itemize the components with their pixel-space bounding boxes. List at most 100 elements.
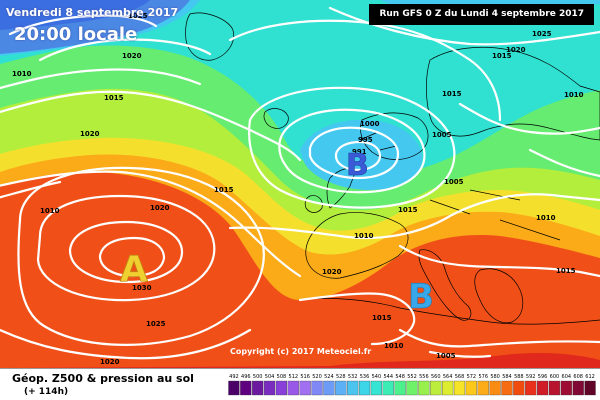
- isobar-label: 1010: [12, 70, 32, 78]
- legend-value-label: 520: [312, 374, 322, 380]
- weather-map: 1020 1025 1010 1015 1015 1010 1020 1030 …: [0, 0, 600, 368]
- legend-value-label: 540: [372, 374, 382, 380]
- legend-color-swatch: [240, 380, 252, 396]
- legend-color-swatch: [560, 380, 572, 396]
- copyright-notice: Copyright (c) 2017 Meteociel.fr: [230, 347, 372, 356]
- legend-value-label: 584: [502, 374, 512, 380]
- coastlines: [185, 12, 600, 325]
- legend-color-swatch: [406, 380, 418, 396]
- legend-color-swatch: [465, 380, 477, 396]
- isobar-label: 1020: [122, 52, 142, 60]
- legend-value-label: 596: [538, 374, 548, 380]
- legend-value-label: 564: [443, 374, 453, 380]
- isobar-label: 1005: [432, 131, 452, 139]
- isobar-label: 1000: [360, 120, 380, 128]
- legend-color-swatch: [275, 380, 287, 396]
- isobar-labels: 1020 1025 1010 1015 1015 1010 1020 1030 …: [12, 12, 584, 366]
- legend-value-label: 536: [360, 374, 370, 380]
- legend-color-swatch: [370, 380, 382, 396]
- legend-value-label: 508: [277, 374, 287, 380]
- legend-color-swatch: [572, 380, 584, 396]
- legend-value-label: 548: [395, 374, 405, 380]
- legend-value-label: 608: [573, 374, 583, 380]
- isobar-label: 1025: [146, 320, 166, 328]
- forecast-date: Vendredi 8 septembre 2017: [6, 6, 179, 19]
- low-pressure-center-north: B: [346, 148, 369, 183]
- isobar-label: 1015: [442, 90, 462, 98]
- legend-color-swatch: [430, 380, 442, 396]
- legend-value-label: 580: [490, 374, 500, 380]
- isobar-label: 1010: [384, 342, 404, 350]
- legend-color-swatch: [394, 380, 406, 396]
- band-blue-top: [0, 0, 150, 30]
- legend-value-label: 568: [455, 374, 465, 380]
- forecast-time: 20:00 locale: [14, 24, 138, 45]
- isobar-label: 991: [352, 148, 367, 156]
- model-run-label: Run GFS 0 Z du Lundi 4 septembre 2017: [369, 4, 594, 25]
- isobar-label: 1015: [556, 267, 576, 275]
- legend-value-label: 600: [550, 374, 560, 380]
- legend-value-label: 504: [265, 374, 275, 380]
- legend-value-label: 500: [253, 374, 263, 380]
- legend-value-label: 588: [514, 374, 524, 380]
- isobar-label: 1010: [536, 214, 556, 222]
- legend-value-label: 532: [348, 374, 358, 380]
- legend-color-swatch: [584, 380, 596, 396]
- legend-color-swatch: [358, 380, 371, 396]
- legend-value-label: 492: [229, 374, 239, 380]
- legend-value-label: 592: [526, 374, 536, 380]
- legend-value-label: 516: [300, 374, 310, 380]
- isobar-label: 1005: [444, 178, 464, 186]
- legend-value-label: 612: [585, 374, 595, 380]
- legend-color-swatch: [263, 380, 276, 396]
- isobar-label: 1015: [214, 186, 234, 194]
- legend-value-label: 552: [407, 374, 417, 380]
- map-title: Géop. Z500 & pression au sol: [12, 372, 194, 385]
- isobar-label: 1025: [532, 30, 552, 38]
- legend-color-swatch: [536, 380, 549, 396]
- legend-value-label: 524: [324, 374, 334, 380]
- isobar-label: 1030: [132, 284, 152, 292]
- isobar-label: 1020: [100, 358, 120, 366]
- color-scale-legend: 492 496 500 504 508 512 516 520 524 528 532 536 540 5…: [228, 374, 596, 396]
- isobar-label: 995: [358, 136, 373, 144]
- isobar-label: 1025: [128, 12, 148, 20]
- band-teal: [0, 0, 600, 177]
- isobar-label: 1005: [436, 352, 456, 360]
- legend-color-swatch: [347, 380, 359, 396]
- legend-color-swatch: [287, 380, 299, 396]
- legend-color-swatch: [477, 380, 489, 396]
- legend-value-label: 560: [431, 374, 441, 380]
- legend-color-swatch: [489, 380, 501, 396]
- legend-value-label: 556: [419, 374, 429, 380]
- isobar-label: 1020: [150, 204, 170, 212]
- legend-value-label: 544: [383, 374, 393, 380]
- isobar-label: 1010: [354, 232, 374, 240]
- legend-color-swatch: [228, 380, 240, 396]
- map-footer: Géop. Z500 & pression au sol (+ 114h) 49…: [0, 368, 600, 400]
- legend-value-label: 604: [562, 374, 572, 380]
- legend-value-label: 572: [467, 374, 477, 380]
- legend-color-swatch: [335, 380, 347, 396]
- legend-value-label: 512: [289, 374, 299, 380]
- legend-color-swatch: [323, 380, 335, 396]
- legend-color-swatch: [453, 380, 466, 396]
- legend-color-swatch: [299, 380, 311, 396]
- legend-color-swatch: [311, 380, 323, 396]
- legend-color-swatch: [501, 380, 513, 396]
- legend-value-label: 576: [478, 374, 488, 380]
- legend-value-label: 496: [241, 374, 251, 380]
- isobar-label: 1015: [372, 314, 392, 322]
- isobar-label: 1020: [322, 268, 342, 276]
- low-pressure-center-south: B: [408, 277, 434, 317]
- legend-color-swatch: [525, 380, 537, 396]
- isobar-label: 1015: [492, 52, 512, 60]
- isobar-label: 1015: [104, 94, 124, 102]
- isobar-label: 1015: [398, 206, 418, 214]
- high-pressure-center: A: [120, 249, 148, 290]
- forecast-lead-time: (+ 114h): [24, 387, 69, 397]
- legend-color-swatch: [252, 380, 264, 396]
- legend-value-label: 528: [336, 374, 346, 380]
- legend-color-swatch: [382, 380, 394, 396]
